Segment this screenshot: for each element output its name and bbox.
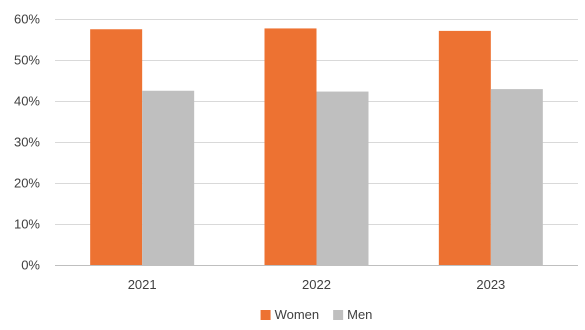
x-tick-label: 2022 [302,277,331,292]
bars [90,28,543,266]
bar-men-2022 [316,91,369,265]
y-axis-tick-labels: 0% 10% 20% 30% 40% 50% 60% [14,12,40,273]
legend-swatch [333,310,344,320]
legend-item-women: Women [260,307,320,322]
bar-men-2021 [142,90,195,265]
legend-label: Women [275,307,320,322]
x-tick-label: 2023 [476,277,505,292]
x-axis-tick-labels: 2021 2022 2023 [128,277,506,292]
bar-women-2022 [264,28,317,266]
bar-women-2023 [438,30,491,265]
x-tick-label: 2021 [128,277,157,292]
y-tick-label: 0% [21,258,40,273]
y-tick-label: 20% [14,176,40,191]
legend-label: Men [347,307,372,322]
legend: Women Men [260,307,372,322]
y-tick-label: 40% [14,94,40,109]
bar-men-2023 [490,89,543,265]
y-tick-label: 60% [14,12,40,27]
bar-women-2021 [90,29,143,265]
legend-item-men: Men [333,307,372,322]
legend-swatch [260,310,271,320]
y-tick-label: 30% [14,135,40,150]
y-tick-label: 10% [14,217,40,232]
y-tick-label: 50% [14,53,40,68]
